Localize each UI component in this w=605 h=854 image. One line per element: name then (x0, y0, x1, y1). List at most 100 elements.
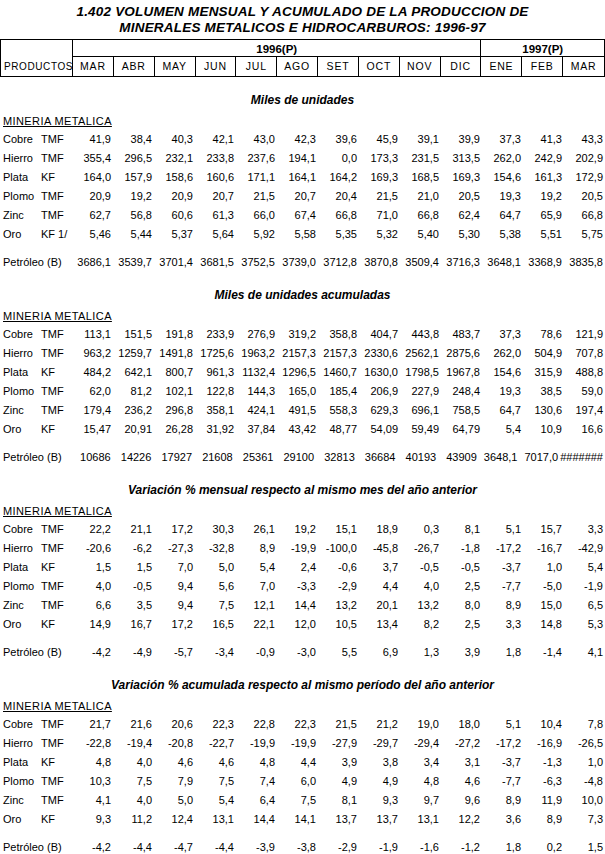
month-column-header: JUN (196, 56, 237, 76)
product-label: Petróleo (B) (0, 838, 72, 854)
value-cell: 10,3 (72, 772, 113, 791)
unit-label: TMF (41, 542, 64, 554)
value-cell: -16,9 (523, 734, 564, 753)
section-heading: Miles de unidades acumuladas (0, 288, 605, 303)
value-cell: 164,2 (318, 168, 359, 187)
value-cell: 5,1 (482, 715, 523, 734)
data-row: HierroTMF355,4296,5232,1233,8237,6194,10… (0, 149, 605, 168)
value-cell: -3,4 (195, 643, 236, 662)
value-cell: 0,0 (318, 149, 359, 168)
value-cell: 38,5 (523, 382, 564, 401)
value-cell: 158,6 (154, 168, 195, 187)
value-cell: 296,8 (154, 401, 195, 420)
value-cell: -19,9 (236, 734, 277, 753)
value-cell: 800,7 (154, 363, 195, 382)
value-cell: 424,1 (236, 401, 277, 420)
value-cell: 37,3 (482, 130, 523, 149)
unit-label: TMF (41, 794, 64, 806)
value-cell: 5,6 (195, 577, 236, 596)
value-cell: 1963,2 (236, 344, 277, 363)
value-cell: 4,1 (72, 791, 113, 810)
product-label: CobreTMF (0, 520, 72, 539)
value-cell: 39,6 (318, 130, 359, 149)
value-cell: 41,9 (72, 130, 113, 149)
value-cell: 5,51 (523, 225, 564, 244)
value-cell: -17,2 (482, 734, 523, 753)
value-cell: 40193 (397, 448, 438, 467)
value-cell: 21,6 (113, 715, 154, 734)
unit-label: TMF (41, 718, 64, 730)
value-cell: 18,0 (441, 715, 482, 734)
value-cell: 21608 (194, 448, 235, 467)
value-cell: -4,9 (113, 643, 154, 662)
value-cell: 151,5 (113, 325, 154, 344)
mineria-metalica-label: MINERIA METALICA (3, 310, 605, 322)
unit-label: KF 1/ (41, 228, 67, 240)
value-cell: 231,5 (400, 149, 441, 168)
report-title-line1: 1.402 VOLUMEN MENSUAL Y ACUMULADO DE LA … (0, 0, 605, 20)
unit-label: TMF (41, 347, 64, 359)
value-cell: 56,8 (113, 206, 154, 225)
value-cell: 20,5 (441, 187, 482, 206)
value-cell: 2,4 (277, 558, 318, 577)
value-cell: 3701,4 (154, 253, 195, 272)
value-cell: 81,2 (113, 382, 154, 401)
unit-label: TMF (41, 209, 64, 221)
value-cell: -0,5 (113, 577, 154, 596)
value-cell: 1,0 (564, 753, 605, 772)
month-column-header: JUL (236, 56, 277, 76)
value-cell: ####### (560, 448, 605, 467)
value-cell: 169,3 (359, 168, 400, 187)
value-cell: 1,5 (113, 558, 154, 577)
value-cell: 164,1 (277, 168, 318, 187)
value-cell: 1,0 (523, 558, 564, 577)
value-cell: 41,3 (523, 130, 564, 149)
value-cell: 21,5 (318, 715, 359, 734)
value-cell: 3,7 (359, 558, 400, 577)
product-name: Zinc (3, 401, 41, 420)
value-cell: -16,7 (523, 539, 564, 558)
table-header: PRODUCTOS 1996(P)1997(P)MARABRMAYJUNJULA… (0, 39, 605, 77)
value-cell: 11,9 (523, 791, 564, 810)
petroleo-row: Petróleo (B)3686,13539,73701,43681,53752… (0, 253, 605, 272)
mineria-metalica-label: MINERIA METALICA (3, 115, 605, 127)
value-cell: 19,3 (482, 187, 523, 206)
value-cell: 4,9 (318, 772, 359, 791)
value-cell: 15,0 (523, 596, 564, 615)
value-cell: 237,6 (236, 149, 277, 168)
product-name: Plata (3, 558, 41, 577)
value-cell: 3,3 (482, 615, 523, 634)
value-cell: 10,5 (318, 615, 359, 634)
value-cell: 20,9 (154, 187, 195, 206)
value-cell: -0,9 (236, 643, 277, 662)
value-cell: 1630,0 (359, 363, 400, 382)
table-section: Variación % mensual respecto al mismo me… (0, 483, 605, 662)
value-cell: -4,2 (72, 643, 113, 662)
value-cell: 16,7 (113, 615, 154, 634)
mineria-metalica-label: MINERIA METALICA (3, 700, 605, 712)
value-cell: 154,6 (482, 168, 523, 187)
unit-label: KF (41, 366, 55, 378)
product-name: Plomo (3, 577, 41, 596)
value-cell: 491,5 (277, 401, 318, 420)
value-cell: 4,8 (400, 772, 441, 791)
product-label: HierroTMF (0, 149, 72, 168)
value-cell: 12,4 (154, 810, 195, 829)
unit-label: TMF (41, 737, 64, 749)
value-cell: 19,2 (277, 520, 318, 539)
value-cell: 1,8 (482, 643, 523, 662)
value-cell: 4,8 (236, 753, 277, 772)
month-column-header: AGO (277, 56, 318, 76)
value-cell: 5,35 (318, 225, 359, 244)
product-label: OroKF (0, 615, 72, 634)
month-column-header: SET (318, 56, 359, 76)
table-body: Miles de unidadesMINERIA METALICACobreTM… (0, 93, 605, 854)
value-cell: 21,7 (72, 715, 113, 734)
value-cell: 15,7 (523, 520, 564, 539)
table-section: Miles de unidades acumuladas MINERIA META… (0, 288, 605, 467)
value-cell: 160,6 (195, 168, 236, 187)
value-cell: -0,5 (400, 558, 441, 577)
value-cell: 1491,8 (154, 344, 195, 363)
month-column-header: MAY (155, 56, 196, 76)
data-row: OroKF14,916,717,216,522,112,010,513,48,2… (0, 615, 605, 634)
